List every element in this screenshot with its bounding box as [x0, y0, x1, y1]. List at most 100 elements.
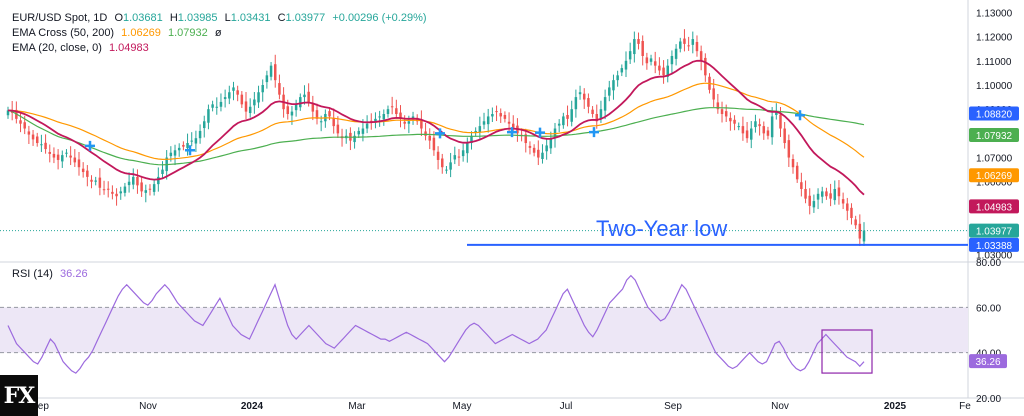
candle-body	[374, 118, 377, 123]
candle-body	[741, 126, 745, 134]
candle-body	[578, 92, 582, 95]
candle-body	[52, 153, 56, 158]
time-tick-label: Nov	[771, 401, 789, 412]
candle-body	[674, 48, 678, 59]
legend-ema20-line: EMA (20, close, 0) 1.04983	[12, 42, 153, 54]
candle-body	[94, 180, 97, 182]
candle-body	[403, 121, 406, 124]
candle-body	[56, 154, 60, 160]
candle-body	[27, 131, 31, 135]
rsi-band	[0, 307, 968, 353]
candle-body	[595, 114, 599, 122]
candle-body	[695, 41, 699, 52]
ema20-line	[7, 59, 865, 196]
candle-body	[441, 158, 444, 168]
price-tick-label: 1.06000	[976, 178, 1013, 189]
candle-body	[98, 177, 102, 188]
candle-body	[432, 137, 436, 151]
candle-body	[787, 140, 791, 158]
price-label-text: 1.06269	[976, 171, 1013, 182]
candle-body	[846, 203, 849, 211]
price-tick-label: 1.13000	[976, 8, 1013, 19]
ema-cross-marker	[535, 127, 545, 138]
candle-body	[854, 219, 857, 226]
candle-body	[750, 128, 753, 140]
candle-body	[716, 102, 720, 110]
candle-body	[177, 147, 181, 151]
candle-body	[69, 155, 72, 158]
candle-body	[453, 155, 457, 160]
price-label-box	[969, 168, 1019, 183]
candle-body	[666, 65, 669, 77]
candle-body	[474, 130, 477, 133]
candle-body	[407, 121, 411, 124]
price-tick-label: 1.07000	[976, 154, 1013, 165]
candle-body	[616, 75, 619, 81]
ema-cross-marker	[435, 128, 445, 139]
candle-body	[148, 188, 152, 190]
candle-body	[102, 189, 106, 191]
candle-body	[641, 40, 644, 56]
candle-body	[820, 191, 824, 197]
candle-body	[850, 207, 853, 218]
time-tick-label: 2025	[884, 401, 907, 412]
candle-body	[466, 143, 469, 154]
two-year-low-annotation: Two-Year low	[596, 216, 727, 241]
candle-body	[132, 176, 135, 185]
candle-body	[532, 147, 536, 153]
price-label-text: 1.03388	[976, 241, 1013, 252]
legend-low-label: L	[224, 12, 231, 24]
legend-symbol-line: EUR/USD Spot, 1D O1.03681 H1.03985 L1.03…	[12, 12, 431, 24]
candle-body	[6, 110, 10, 116]
fx-logo: FX	[0, 375, 38, 416]
ema-cross-marker	[589, 127, 599, 138]
candle-body	[31, 134, 35, 140]
candle-body	[207, 109, 210, 123]
rsi-tick-label: 60.00	[976, 303, 1001, 314]
candle-body	[278, 83, 281, 95]
ema-cross-marker	[507, 127, 517, 138]
candle-body	[570, 109, 573, 122]
candle-body	[127, 181, 131, 186]
candle-body	[361, 128, 365, 134]
rsi-legend: RSI (14) 36.26	[12, 268, 92, 280]
candle-body	[541, 152, 544, 159]
candle-body	[311, 103, 315, 112]
candle-body	[653, 61, 657, 66]
candle-body	[182, 144, 185, 147]
ema-cross-marker	[185, 145, 195, 156]
candle-body	[795, 165, 799, 180]
candle-body	[612, 80, 615, 91]
candle-body	[478, 126, 482, 133]
legend-high-label: H	[169, 12, 178, 24]
legend-ema20-value: 1.04983	[108, 42, 149, 54]
candle-body	[491, 114, 494, 117]
rsi-legend-name: RSI (14)	[12, 268, 53, 280]
candle-body	[428, 135, 431, 141]
candle-body	[136, 176, 139, 186]
candle-body	[152, 184, 156, 192]
candle-body	[40, 144, 43, 146]
candle-body	[779, 114, 782, 129]
time-tick-label: May	[453, 401, 472, 412]
candle-body	[157, 176, 160, 185]
legend-close: 1.03977	[285, 12, 326, 24]
candle-body	[244, 101, 248, 112]
candle-body	[319, 121, 323, 123]
candle-body	[591, 109, 594, 115]
candle-body	[315, 110, 319, 119]
candle-body	[386, 109, 390, 115]
candle-body	[800, 182, 803, 189]
legend-ema200-value: 1.07932	[167, 27, 208, 39]
rsi-line	[7, 274, 865, 374]
candle-body	[294, 104, 298, 111]
candle-body	[620, 68, 624, 73]
candle-body	[307, 91, 310, 102]
candle-body	[19, 120, 22, 124]
candle-body	[357, 130, 360, 135]
candle-body	[140, 182, 143, 192]
price-label-text: 1.03977	[976, 227, 1013, 238]
legend-ema20-name: EMA (20, close, 0)	[12, 42, 102, 54]
candle-body	[733, 119, 736, 124]
ema200-line	[7, 107, 865, 166]
